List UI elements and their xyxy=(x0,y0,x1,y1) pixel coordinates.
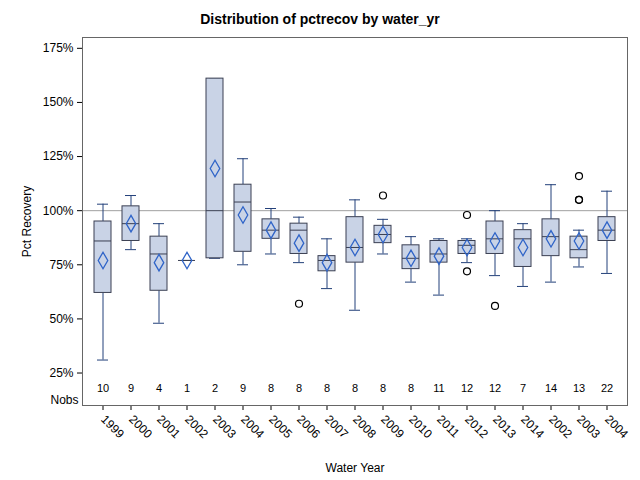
svg-text:1999: 1999 xyxy=(98,412,127,441)
svg-text:Water Year: Water Year xyxy=(326,461,385,475)
svg-text:4: 4 xyxy=(156,382,162,394)
svg-text:12: 12 xyxy=(461,382,473,394)
svg-text:2004: 2004 xyxy=(238,412,267,441)
svg-text:8: 8 xyxy=(352,382,358,394)
svg-text:8: 8 xyxy=(296,382,302,394)
svg-text:1: 1 xyxy=(184,382,190,394)
svg-text:2003: 2003 xyxy=(210,412,239,441)
svg-text:175%: 175% xyxy=(43,41,74,55)
svg-text:9: 9 xyxy=(128,382,134,394)
svg-text:12: 12 xyxy=(489,382,501,394)
svg-text:2002: 2002 xyxy=(182,412,211,441)
svg-text:2005: 2005 xyxy=(266,412,295,441)
svg-text:2007: 2007 xyxy=(322,412,351,441)
svg-text:2: 2 xyxy=(212,382,218,394)
svg-text:8: 8 xyxy=(324,382,330,394)
svg-text:2012: 2012 xyxy=(462,412,491,441)
svg-text:Nobs: Nobs xyxy=(50,393,78,407)
svg-text:2004: 2004 xyxy=(602,412,631,441)
svg-text:150%: 150% xyxy=(43,95,74,109)
svg-text:2008: 2008 xyxy=(350,412,379,441)
html-text:Distribution of pctrecov by wa: Distribution of pctrecov by water_yr xyxy=(200,11,440,27)
svg-text:2009: 2009 xyxy=(378,412,407,441)
svg-text:100%: 100% xyxy=(43,204,74,218)
svg-text:2013: 2013 xyxy=(490,412,519,441)
svg-text:2011: 2011 xyxy=(434,412,462,440)
svg-text:2006: 2006 xyxy=(294,412,323,441)
svg-text:75%: 75% xyxy=(49,258,73,272)
svg-text:22: 22 xyxy=(601,382,613,394)
svg-text:14: 14 xyxy=(545,382,557,394)
svg-text:2000: 2000 xyxy=(126,412,155,441)
svg-text:2010: 2010 xyxy=(406,412,435,441)
svg-text:8: 8 xyxy=(408,382,414,394)
svg-text:13: 13 xyxy=(573,382,585,394)
svg-text:8: 8 xyxy=(268,382,274,394)
svg-text:2014: 2014 xyxy=(518,412,547,441)
svg-text:8: 8 xyxy=(380,382,386,394)
svg-text:10: 10 xyxy=(97,382,109,394)
svg-text:7: 7 xyxy=(520,382,526,394)
svg-text:125%: 125% xyxy=(43,149,74,163)
svg-text:50%: 50% xyxy=(49,312,73,326)
svg-text:11: 11 xyxy=(433,382,444,394)
svg-text:25%: 25% xyxy=(49,366,73,380)
svg-text:2001: 2001 xyxy=(154,412,183,441)
svg-text:2003: 2003 xyxy=(574,412,603,441)
svg-text:Pct Recovery: Pct Recovery xyxy=(20,186,34,257)
svg-text:2002: 2002 xyxy=(546,412,575,441)
svg-text:9: 9 xyxy=(240,382,246,394)
